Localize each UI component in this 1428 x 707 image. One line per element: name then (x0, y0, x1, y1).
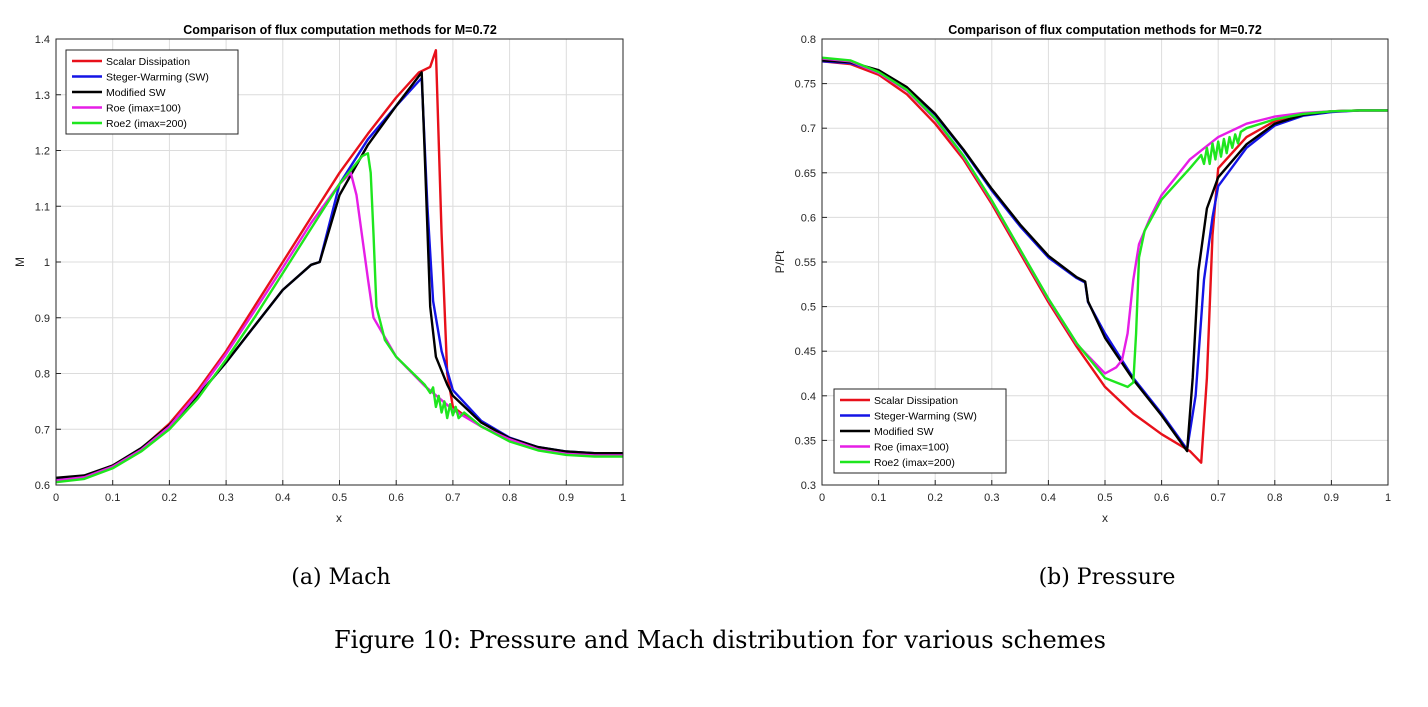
subfigure-caption-mach: (a) Mach (291, 565, 390, 590)
chart-mach-y-axis-label: M (13, 257, 27, 267)
x-tick-label: 0.9 (1324, 492, 1339, 504)
series-line-modified-sw (821, 59, 1388, 453)
x-tick-label: 1 (620, 492, 626, 504)
chart-pressure-title: Comparison of flux computation methods f… (948, 23, 1262, 37)
legend-entry-label: Roe2 (imax=200) (106, 118, 187, 130)
y-tick-label: 0.7 (801, 123, 816, 135)
series-line-roe2-imax-200 (55, 152, 623, 484)
x-tick-label: 0.9 (559, 492, 574, 504)
x-tick-label: 0.3 (218, 492, 233, 504)
chart-pressure-series (821, 56, 1388, 464)
x-tick-label: 0.2 (928, 492, 943, 504)
legend-entry-label: Roe (imax=100) (106, 103, 181, 115)
x-tick-label: 0.7 (1211, 492, 1226, 504)
y-tick-label: 1.2 (35, 146, 50, 158)
chart-mach-y-ticks: 0.6 0.7 0.8 0.9 1 1.1 1.2 1.3 1.4 (35, 34, 61, 492)
chart-pressure: Comparison of flux computation methods f… (773, 23, 1391, 525)
x-tick-label: 0 (819, 492, 825, 504)
y-tick-label: 0.35 (795, 435, 816, 447)
chart-pressure-y-axis-label: P/Pt (773, 250, 787, 273)
y-tick-label: 0.75 (795, 79, 816, 91)
x-tick-label: 0.8 (502, 492, 517, 504)
y-tick-label: 0.6 (801, 212, 816, 224)
y-tick-label: 0.45 (795, 346, 816, 358)
x-tick-label: 0.8 (1267, 492, 1282, 504)
x-tick-label: 0.7 (445, 492, 460, 504)
x-tick-label: 0.6 (389, 492, 404, 504)
y-tick-label: 0.8 (801, 34, 816, 46)
y-tick-label: 0.8 (35, 369, 50, 381)
legend-entry-label: Steger-Warming (SW) (106, 72, 209, 84)
x-tick-label: 0.5 (332, 492, 347, 504)
chart-pressure-y-ticks: 0.3 0.35 0.4 0.45 0.5 0.55 0.6 0.65 0.7 0.75 0.8 (795, 34, 827, 492)
x-tick-label: 0.3 (984, 492, 999, 504)
x-tick-label: 1 (1385, 492, 1391, 504)
y-tick-label: 0.3 (801, 480, 816, 492)
x-tick-label: 0.1 (871, 492, 886, 504)
chart-mach-x-ticks: 0 0.1 0.2 0.3 0.4 0.5 0.6 0.7 0.8 0.9 1 (53, 480, 626, 504)
chart-pressure-x-ticks: 0 0.1 0.2 0.3 0.4 0.5 0.6 0.7 0.8 0.9 1 (819, 480, 1391, 504)
x-tick-label: 0.4 (1041, 492, 1056, 504)
legend-entry-label: Scalar Dissipation (874, 395, 958, 407)
subfigure-caption-pressure: (b) Pressure (1039, 565, 1176, 590)
series-line-scalar-dissipation (821, 60, 1388, 464)
y-tick-label: 1.4 (35, 34, 50, 46)
chart-mach-title: Comparison of flux computation methods f… (183, 23, 497, 37)
chart-mach-series (55, 49, 623, 484)
y-tick-label: 0.7 (35, 424, 50, 436)
legend-entry-label: Steger-Warming (SW) (874, 411, 977, 423)
x-tick-label: 0.1 (105, 492, 120, 504)
chart-mach-x-axis-label: x (336, 511, 342, 525)
y-tick-label: 0.4 (801, 391, 816, 403)
y-tick-label: 1 (44, 257, 50, 269)
y-tick-label: 0.9 (35, 313, 50, 325)
legend-entry-label: Scalar Dissipation (106, 56, 190, 68)
x-tick-label: 0.4 (275, 492, 290, 504)
chart-pressure-legend: Scalar Dissipation Steger-Warming (SW) Mod… (833, 388, 1007, 474)
x-tick-label: 0.6 (1154, 492, 1169, 504)
series-line-roe-imax-100 (55, 171, 623, 482)
y-tick-label: 1.3 (35, 90, 50, 102)
legend-entry-label: Roe2 (imax=200) (874, 457, 955, 469)
y-tick-label: 0.6 (35, 480, 50, 492)
x-tick-label: 0 (53, 492, 59, 504)
chart-pressure-x-axis-label: x (1102, 511, 1108, 525)
y-tick-label: 0.55 (795, 257, 816, 269)
y-tick-label: 0.5 (801, 302, 816, 314)
legend-entry-label: Modified SW (106, 87, 166, 99)
chart-mach: Comparison of flux computation methods f… (13, 23, 626, 525)
x-tick-label: 0.2 (162, 492, 177, 504)
series-line-roe2-imax-200 (821, 56, 1388, 389)
legend-entry-label: Modified SW (874, 426, 934, 438)
x-tick-label: 0.5 (1097, 492, 1112, 504)
figure-caption: Figure 10: Pressure and Mach distributio… (334, 626, 1106, 654)
y-tick-label: 0.65 (795, 168, 816, 180)
chart-mach-legend: Scalar Dissipation Steger-Warming (SW) Mod… (65, 49, 239, 135)
legend-entry-label: Roe (imax=100) (874, 442, 949, 454)
y-tick-label: 1.1 (35, 201, 50, 213)
